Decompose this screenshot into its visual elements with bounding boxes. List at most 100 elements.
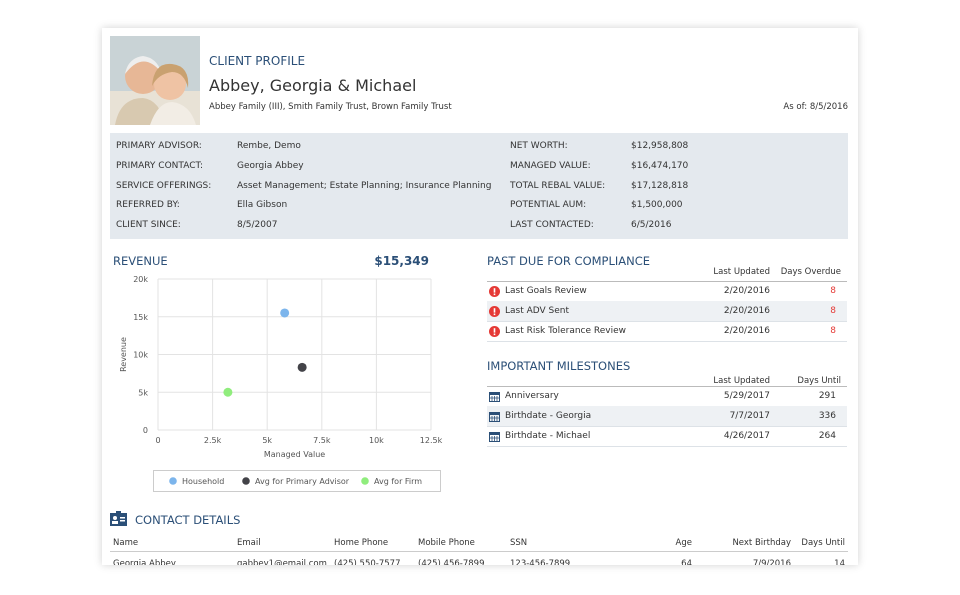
client-name: Abbey, Georgia & Michael	[209, 76, 417, 95]
as-of-date: As of: 8/5/2016	[783, 102, 848, 112]
header-rule	[487, 281, 847, 282]
field-value: $17,128,818	[631, 180, 689, 191]
milestones-title: IMPORTANT MILESTONES	[487, 359, 631, 373]
contacts-header-rule	[110, 551, 848, 552]
field-value: Ella Gibson	[237, 200, 288, 211]
x-tick-label: 10k	[369, 436, 384, 445]
contact-cell: (425) 456-7899	[418, 559, 485, 565]
y-tick-label: 15k	[133, 313, 148, 322]
field-value: 6/5/2016	[631, 220, 672, 231]
info-band	[110, 133, 848, 239]
column-header: SSN	[510, 538, 528, 548]
column-header: Days Until	[797, 376, 841, 386]
data-point	[280, 308, 290, 318]
compliance-title: PAST DUE FOR COMPLIANCE	[487, 254, 651, 268]
row-days: 336	[818, 411, 836, 421]
column-header: Last Updated	[713, 267, 770, 277]
row-days: 291	[818, 391, 836, 401]
table-row	[487, 406, 847, 427]
column-header: Home Phone	[334, 538, 389, 548]
field-label: SERVICE OFFERINGS:	[116, 180, 212, 191]
contact-rows: Georgia Abbey gabbey1@email.com (425) 550-…	[110, 553, 848, 565]
table-row	[487, 321, 847, 342]
y-tick-label: 10k	[133, 351, 148, 360]
contact-cell: 7/9/2016	[752, 559, 791, 565]
field-value: $12,958,808	[631, 141, 689, 151]
column-header: Last Updated	[713, 376, 770, 386]
table-row	[487, 426, 847, 447]
field-label: PRIMARY ADVISOR:	[116, 141, 202, 151]
field-label: CLIENT SINCE:	[116, 220, 181, 231]
contact-cell: 123-456-7899	[510, 559, 571, 565]
contacts-title: CONTACT DETAILS	[135, 513, 241, 527]
field-label: PRIMARY CONTACT:	[116, 160, 204, 171]
x-tick-label: 2.5k	[204, 436, 222, 445]
field-label: NET WORTH:	[510, 141, 568, 151]
row-label: Last ADV Sent	[505, 306, 570, 316]
table-row	[487, 301, 847, 322]
contact-cell: Georgia Abbey	[113, 559, 176, 565]
row-label: Last Goals Review	[505, 286, 587, 296]
row-date: 7/7/2017	[729, 411, 770, 421]
field-value: $1,500,000	[631, 200, 683, 211]
row-date: 5/29/2017	[723, 391, 770, 401]
row-label: Anniversary	[505, 391, 559, 401]
x-tick-label: 5k	[262, 436, 272, 445]
field-label: REFERRED BY:	[116, 200, 180, 211]
column-header: Days Until	[801, 538, 845, 548]
contact-cell: 64	[681, 559, 692, 565]
profile-card	[102, 28, 858, 565]
cal-icon	[489, 432, 500, 442]
contact-cell: 14	[834, 559, 845, 565]
row-date: 2/20/2016	[723, 286, 770, 296]
section-title: CLIENT PROFILE	[209, 54, 306, 68]
legend-label: Avg for Firm	[374, 477, 422, 486]
row-days: 8	[830, 306, 836, 316]
y-tick-label: 0	[143, 426, 148, 435]
contact-icon	[110, 511, 127, 526]
client-subtitle: Abbey Family (III), Smith Family Trust, …	[209, 102, 452, 112]
field-label: MANAGED VALUE:	[510, 160, 591, 171]
column-header: Mobile Phone	[418, 538, 475, 548]
field-value: $16,474,170	[631, 160, 689, 171]
cal-icon	[489, 412, 500, 422]
x-tick-label: 0	[155, 436, 160, 445]
column-header: Days Overdue	[780, 267, 841, 277]
column-header: Email	[237, 538, 261, 548]
cal-icon	[489, 392, 500, 402]
client-photo	[110, 36, 200, 125]
row-days: 8	[830, 286, 836, 296]
row-days: 264	[818, 431, 836, 441]
revenue-total: $15,349	[374, 254, 429, 268]
revenue-title: REVENUE	[113, 254, 168, 268]
legend-box	[153, 470, 441, 492]
y-tick-label: 5k	[138, 388, 148, 397]
alert-icon	[489, 306, 500, 317]
row-date: 2/20/2016	[723, 326, 770, 336]
data-point	[223, 387, 233, 397]
y-tick-label: 20k	[133, 275, 148, 284]
x-axis-label: Managed Value	[264, 450, 325, 459]
row-label: Last Risk Tolerance Review	[505, 326, 627, 336]
contact-cell: gabbey1@email.com	[237, 559, 327, 565]
row-date: 2/20/2016	[723, 306, 770, 316]
column-header: Name	[113, 538, 139, 548]
legend-swatch	[169, 477, 177, 485]
x-tick-label: 7.5k	[313, 436, 331, 445]
legend-swatch	[361, 477, 369, 485]
column-header: Age	[675, 538, 692, 548]
column-header: Next Birthday	[732, 538, 791, 548]
field-label: TOTAL REBAL VALUE:	[510, 180, 606, 191]
field-label: LAST CONTACTED:	[510, 220, 594, 231]
row-label: Birthdate - Michael	[505, 431, 591, 441]
row-label: Birthdate - Georgia	[505, 411, 592, 421]
field-value: 8/5/2007	[237, 220, 278, 231]
row-days: 8	[830, 326, 836, 336]
field-value: Rembe, Demo	[237, 141, 301, 151]
data-point	[297, 362, 307, 372]
header-rule	[487, 386, 847, 387]
x-tick-label: 12.5k	[420, 436, 443, 445]
field-value: Georgia Abbey	[237, 160, 304, 171]
